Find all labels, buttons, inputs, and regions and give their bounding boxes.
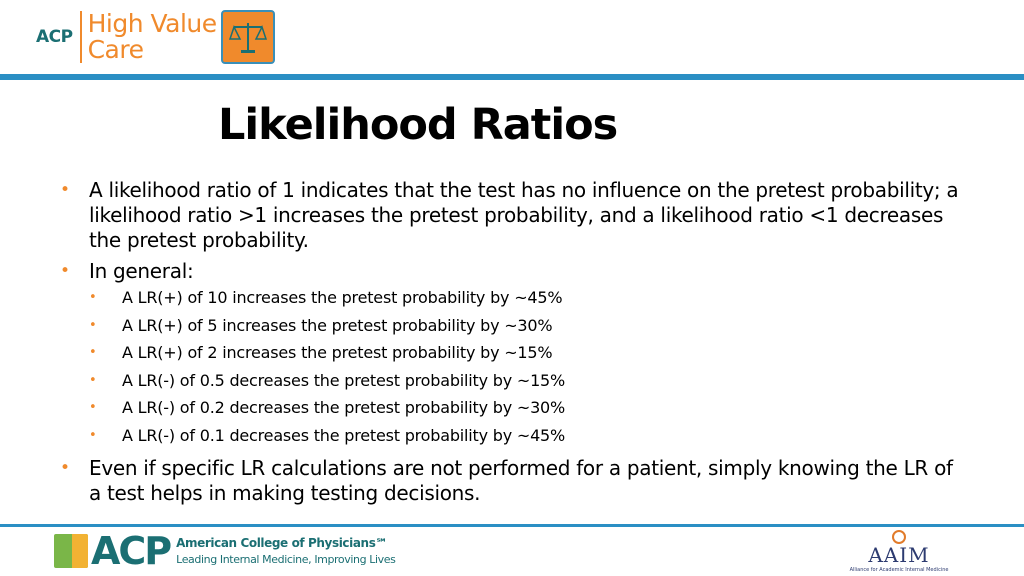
bullet-dot-icon: • [89,290,97,305]
aaim-wordmark: AAIM [868,543,930,567]
bullet-item: • Even if specific LR calculations are n… [60,456,960,506]
bullet-dot-icon: • [89,427,97,443]
acp-mark-icon [54,534,88,568]
logo-care: Care [87,35,144,64]
bullet-text: A likelihood ratio of 1 indicates that t… [89,178,959,252]
bullet-dot-icon: • [89,400,97,416]
bullet-item: • A likelihood ratio of 1 indicates that… [60,178,960,253]
bullet-dot-icon: • [89,317,97,333]
sub-bullet-text: A LR(+) of 10 increases the pretest prob… [122,288,563,307]
sub-bullet-text: A LR(+) of 5 increases the pretest proba… [122,315,553,335]
sub-bullet-text: A LR(-) of 0.2 decreases the pretest pro… [122,398,566,418]
sub-bullet-text: A LR(-) of 0.5 decreases the pretest pro… [122,370,566,390]
logo-high-value: High Value [87,9,218,38]
sub-bullet-item: • A LR(+) of 2 increases the pretest pro… [60,339,960,367]
acp-wordmark: ACP [91,529,172,573]
sub-bullet-item: • A LR(-) of 0.2 decreases the pretest p… [60,394,960,422]
page-title: Likelihood Ratios [218,100,618,150]
bottom-divider [0,524,1024,527]
sub-bullet-item: • A LR(+) of 5 increases the pretest pro… [60,312,960,340]
bullet-dot-icon: • [60,180,70,200]
bullet-dot-icon: • [89,345,97,361]
acp-footer-logo: ACP American College of Physicians℠ Lead… [54,529,396,573]
sub-bullet-item: • A LR(-) of 0.5 decreases the pretest p… [60,367,960,395]
logo-divider [79,11,82,63]
bullet-item: • In general: [60,259,960,284]
sub-bullet-item: • A LR(+) of 10 increases the pretest pr… [60,284,960,312]
bullet-text: In general: [89,259,194,283]
acp-tagline: American College of Physicians℠ Leading … [176,536,396,566]
sub-bullet-list: • A LR(+) of 10 increases the pretest pr… [60,284,960,450]
logo-wordmark: High Value Care [87,9,218,64]
high-value-care-logo: ACP High Value Care [36,8,275,66]
bullet-dot-icon: • [60,261,70,281]
bullet-dot-icon: • [89,372,97,388]
sub-bullet-text: A LR(-) of 0.1 decreases the pretest pro… [122,425,566,445]
logo-acp-text: ACP [36,27,73,47]
bullet-dot-icon: • [60,457,70,478]
acp-slogan: Leading Internal Medicine, Improving Liv… [176,553,396,566]
bullet-list: • A likelihood ratio of 1 indicates that… [60,178,960,506]
scales-icon [220,10,275,64]
aaim-subtitle: Alliance for Academic Internal Medicine [849,567,949,573]
top-divider [0,74,1024,80]
aaim-arc-icon [892,530,906,544]
sub-bullet-item: • A LR(-) of 0.1 decreases the pretest p… [60,422,960,450]
aaim-logo: AAIM Alliance for Academic Internal Medi… [850,530,948,573]
sub-bullet-text: A LR(+) of 2 increases the pretest proba… [122,343,553,363]
bullet-text: Even if specific LR calculations are not… [89,455,953,505]
acp-name: American College of Physicians℠ [176,536,388,550]
